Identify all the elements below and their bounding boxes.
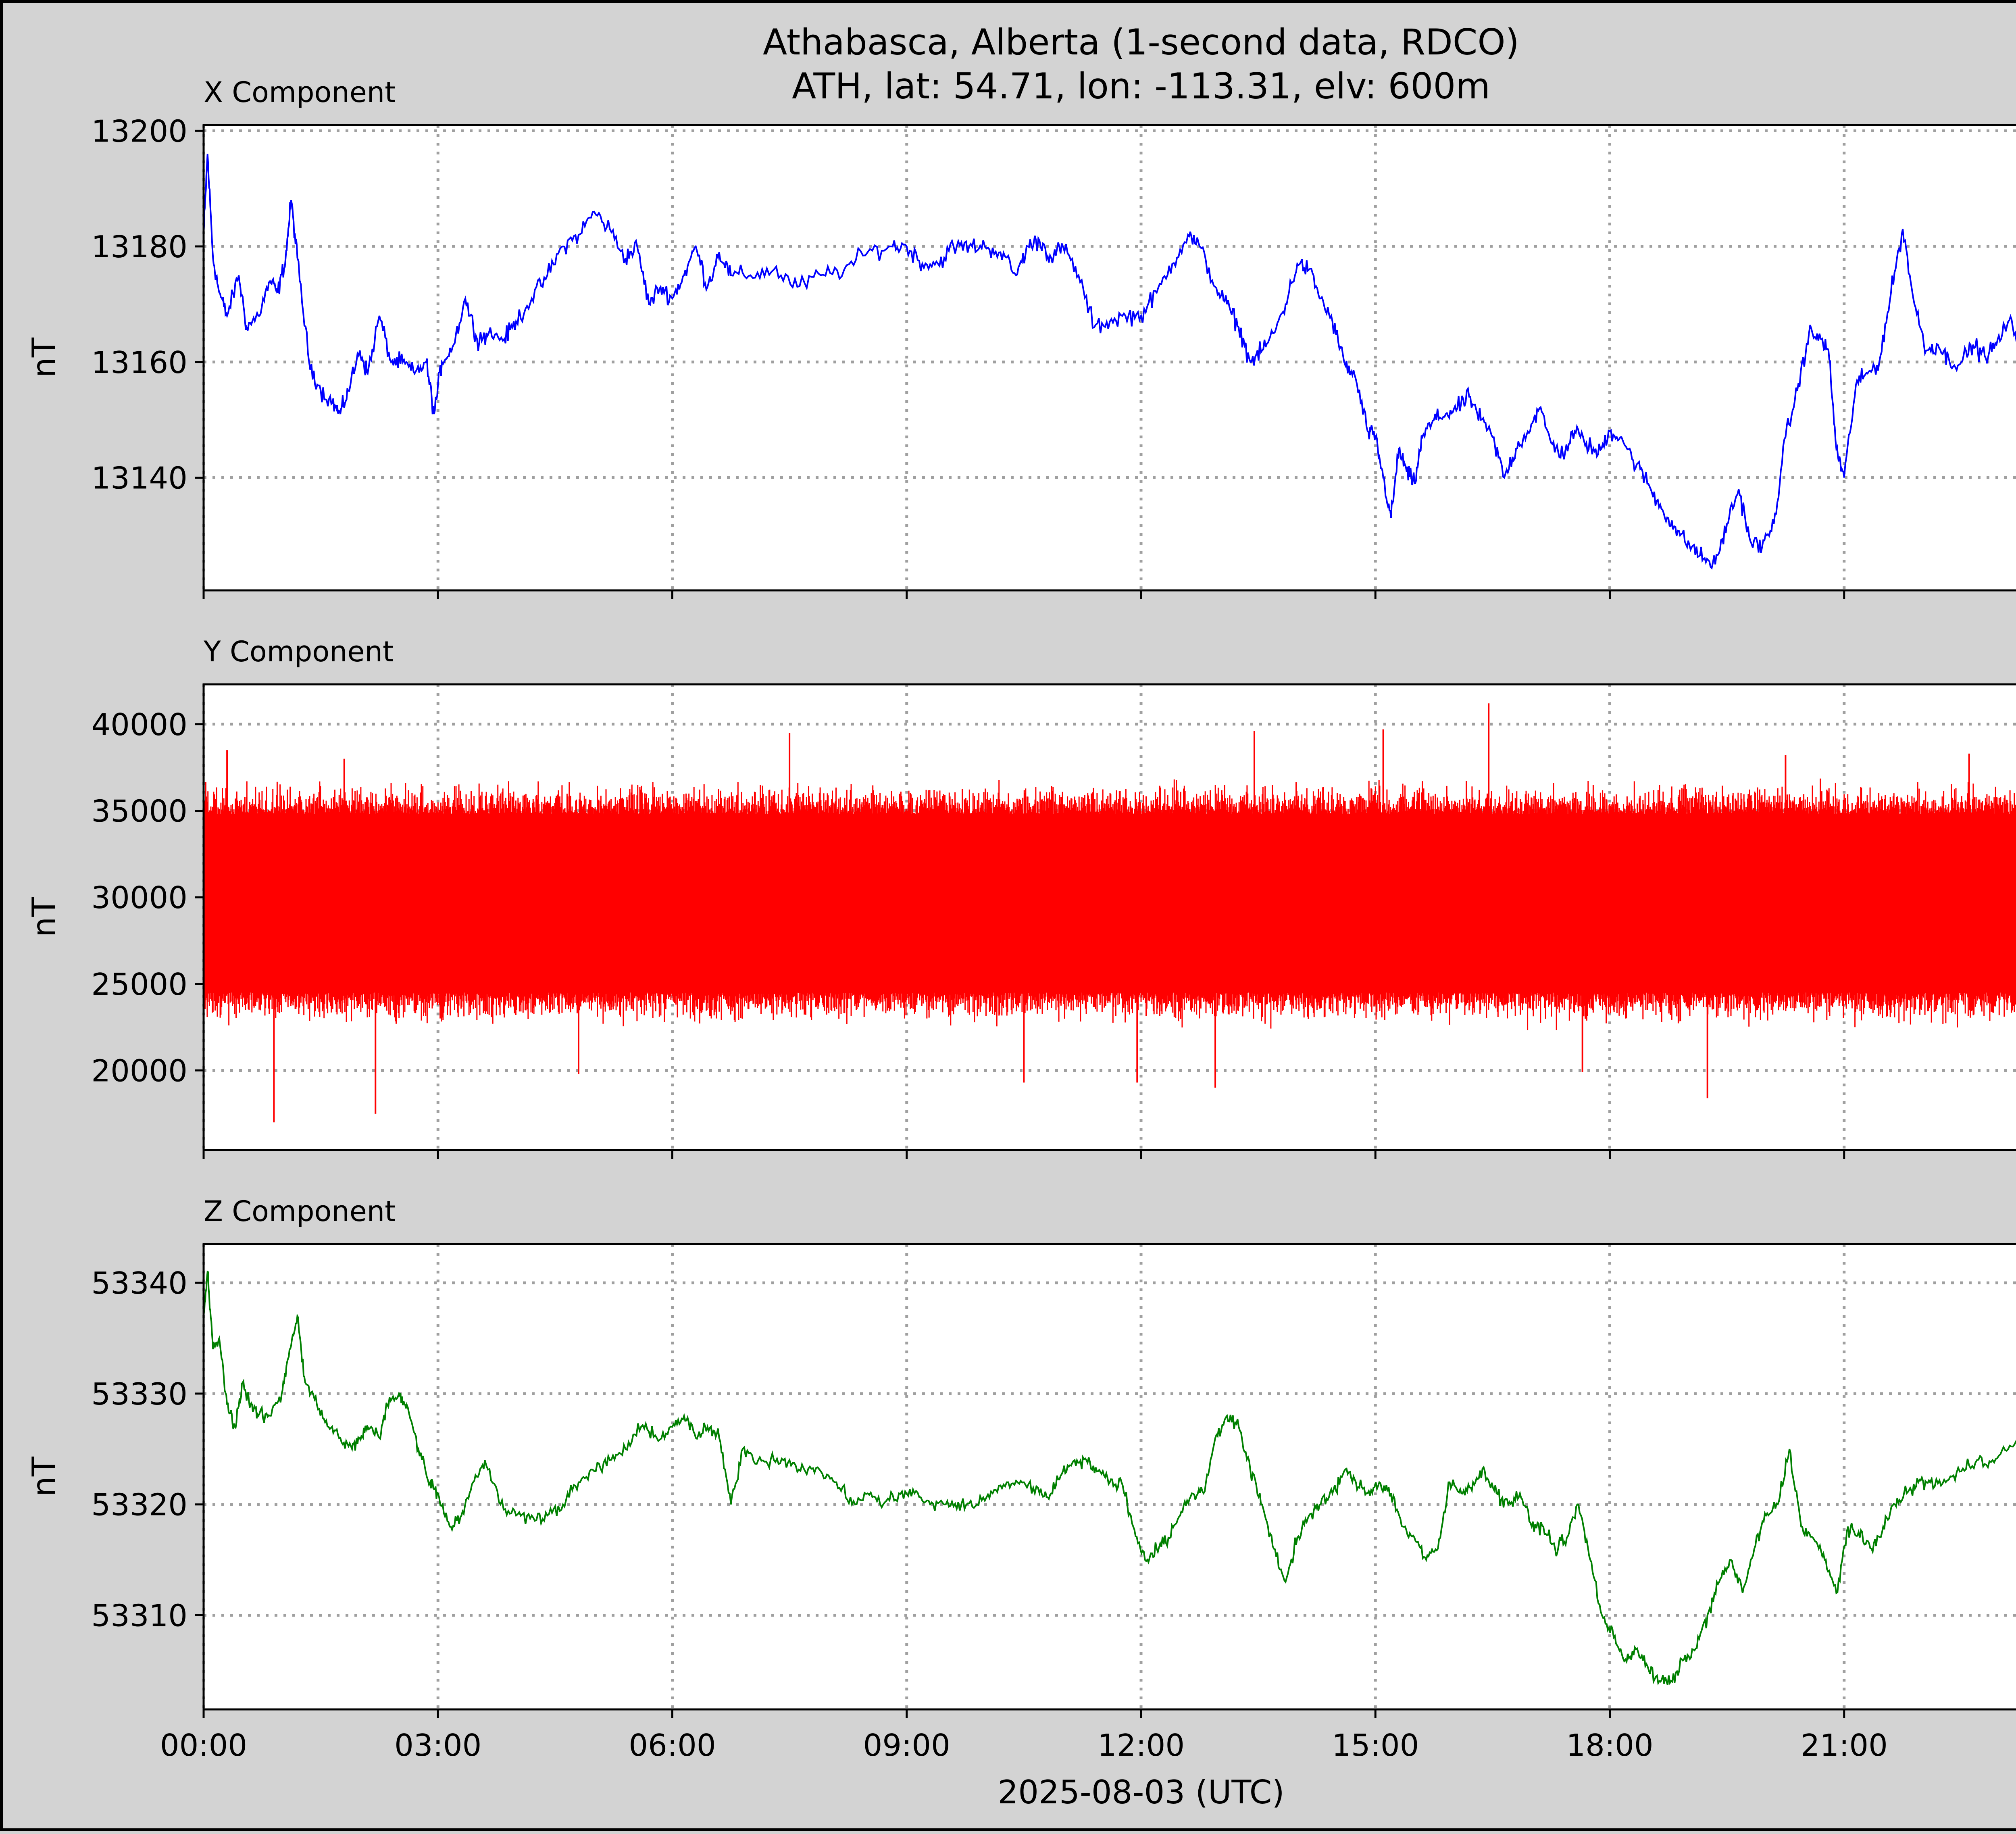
series-line — [204, 154, 2016, 570]
noise-spikes — [204, 778, 2016, 1030]
y-axis-label: nT — [25, 897, 63, 938]
y-tick-label: 20000 — [91, 1053, 187, 1088]
x-tick-label: 00:00 — [160, 1728, 247, 1763]
plot-area — [204, 125, 2016, 590]
y-axis-label: nT — [25, 337, 63, 378]
y-tick-label: 53330 — [91, 1376, 187, 1412]
y-tick-label: 53340 — [91, 1265, 187, 1301]
y-tick-label: 30000 — [91, 880, 187, 915]
series-group — [204, 1270, 2016, 1686]
y-tick-label: 13180 — [91, 229, 187, 265]
x-tick-label: 09:00 — [863, 1728, 950, 1763]
y-tick-label: 40000 — [91, 707, 187, 742]
series-group — [204, 703, 2016, 1123]
y-tick-label: 53320 — [91, 1487, 187, 1523]
panels: 13140 13160 13180 13200 X Component nT 20000 25… — [25, 76, 2016, 1718]
y-tick-label: 25000 — [91, 967, 187, 1002]
x-tick-label: 06:00 — [629, 1728, 716, 1763]
y-axis-label: nT — [25, 1456, 63, 1497]
panel-label: Y Component — [203, 635, 394, 668]
panel-3: 53310 53320 53330 53340 Z Component nT — [25, 1195, 2016, 1718]
x-tick-label: 12:00 — [1098, 1728, 1185, 1763]
x-axis-label: 2025-08-03 (UTC) — [998, 1774, 1284, 1811]
y-tick-label: 13160 — [91, 345, 187, 380]
y-tick-label: 13140 — [91, 460, 187, 496]
chart-title-line1: Athabasca, Alberta (1-second data, RDCO) — [763, 21, 1519, 63]
grid — [202, 125, 2016, 590]
x-tick-label: 03:00 — [394, 1728, 481, 1763]
panel-1: 13140 13160 13180 13200 X Component nT — [25, 76, 2016, 599]
panel-2: 20000 25000 30000 35000 40000 Y Component nT — [25, 635, 2016, 1159]
x-tick-label: 18:00 — [1566, 1728, 1653, 1763]
x-tick-label: 15:00 — [1332, 1728, 1419, 1763]
x-tick-label: 21:00 — [1801, 1728, 1888, 1763]
series-group — [204, 154, 2016, 570]
y-tick-label: 53310 — [91, 1598, 187, 1633]
panel-label: Z Component — [204, 1195, 396, 1228]
y-tick-label: 35000 — [91, 793, 187, 829]
chart-title-line2: ATH, lat: 54.71, lon: -113.31, elv: 600m — [792, 65, 1490, 107]
series-line — [204, 1270, 2016, 1686]
panel-label: X Component — [204, 76, 396, 109]
grid — [202, 1244, 2016, 1709]
plot-area — [204, 1244, 2016, 1709]
x-tick-labels: 00:00 03:00 06:00 09:00 12:00 15:00 18:00 21:00 — [160, 1728, 1888, 1763]
chart-svg: Athabasca, Alberta (1-second data, RDCO)… — [25, 21, 2016, 1811]
y-tick-label: 13200 — [91, 113, 187, 149]
